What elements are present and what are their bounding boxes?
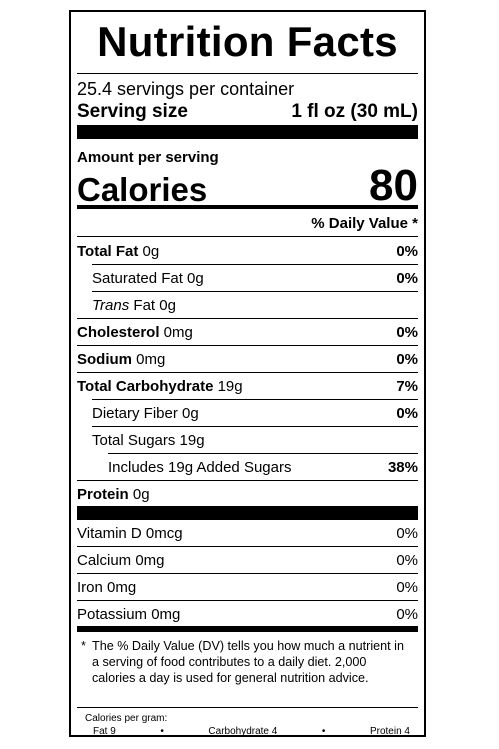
divider — [77, 372, 418, 373]
calories-value: 80 — [369, 161, 418, 210]
nutrient-row-dietary-fiber: Dietary Fiber 0g 0% — [77, 400, 418, 426]
nutrient-row-protein: Protein 0g — [77, 481, 418, 507]
divider — [77, 600, 418, 601]
divider — [92, 426, 418, 427]
divider — [108, 453, 418, 454]
divider — [77, 707, 418, 708]
serving-size-row: Serving size 1 fl oz (30 mL) — [77, 101, 418, 123]
label-title: Nutrition Facts — [97, 18, 398, 65]
footnote-text: The % Daily Value (DV) tells you how muc… — [92, 639, 404, 685]
calories-per-gram-label: Calories per gram: — [85, 713, 168, 724]
divider — [77, 546, 418, 547]
nutrition-facts-label: Nutrition Facts 25.4 servings per contai… — [69, 10, 426, 737]
label-content: Nutrition Facts 25.4 servings per contai… — [77, 12, 418, 737]
nutrient-row-total-carbohydrate: Total Carbohydrate 19g 7% — [77, 373, 418, 399]
nutrient-name: Total Sugars 19g — [92, 431, 205, 449]
thick-divider — [77, 125, 418, 139]
vitamin-row-iron: Iron 0mg 0% — [77, 574, 418, 600]
divider — [77, 480, 418, 481]
divider — [77, 236, 418, 237]
vitamin-name: Potassium 0mg — [77, 605, 181, 623]
cpg-carbohydrate: Carbohydrate 4 — [208, 726, 278, 737]
nutrient-row-trans-fat: Trans Fat 0g — [77, 292, 418, 318]
nutrient-name: Dietary Fiber 0g — [92, 404, 199, 422]
nutrient-dv: 0% — [396, 242, 418, 260]
vitamin-dv: 0% — [396, 605, 418, 623]
nutrient-name: Includes 19g Added Sugars — [108, 458, 292, 476]
cpg-fat: Fat 9 — [93, 726, 116, 737]
cpg-bullet: • — [160, 726, 164, 737]
divider — [77, 573, 418, 574]
calories-per-gram-row: Fat 9 • Carbohydrate 4 • Protein 4 — [93, 726, 410, 737]
vitamin-name: Vitamin D 0mcg — [77, 524, 183, 542]
serving-size-value: 1 fl oz (30 mL) — [291, 101, 418, 122]
daily-value-footnote: * The % Daily Value (DV) tells you how m… — [81, 638, 412, 686]
daily-value-header: % Daily Value * — [311, 215, 418, 232]
medium-divider — [77, 205, 418, 209]
vitamin-dv: 0% — [396, 524, 418, 542]
divider — [77, 73, 418, 74]
calories-label: Calories — [77, 171, 208, 208]
nutrient-row-total-fat: Total Fat 0g 0% — [77, 238, 418, 264]
nutrient-row-saturated-fat: Saturated Fat 0g 0% — [77, 265, 418, 291]
divider — [77, 345, 418, 346]
nutrient-row-total-sugars: Total Sugars 19g — [77, 427, 418, 453]
calories-row: Calories 80 — [77, 162, 418, 210]
nutrient-dv: 0% — [396, 350, 418, 368]
vitamin-name: Iron 0mg — [77, 578, 137, 596]
footnote-star: * — [81, 639, 86, 653]
vitamin-row-calcium: Calcium 0mg 0% — [77, 547, 418, 573]
nutrient-name: Trans Fat 0g — [92, 296, 176, 314]
medium-divider — [77, 626, 418, 632]
divider — [77, 318, 418, 319]
vitamin-name: Calcium 0mg — [77, 551, 165, 569]
nutrient-row-sodium: Sodium 0mg 0% — [77, 346, 418, 372]
nutrient-name: Total Carbohydrate 19g — [77, 377, 243, 395]
divider — [92, 264, 418, 265]
nutrient-dv: 0% — [396, 323, 418, 341]
nutrient-name: Sodium 0mg — [77, 350, 166, 368]
nutrient-name: Cholesterol 0mg — [77, 323, 193, 341]
nutrient-dv: 0% — [396, 404, 418, 422]
vitamin-dv: 0% — [396, 551, 418, 569]
thick-divider — [77, 506, 418, 520]
nutrient-name: Protein 0g — [77, 485, 150, 503]
nutrient-dv: 38% — [387, 458, 418, 476]
nutrient-name: Saturated Fat 0g — [92, 269, 204, 287]
nutrient-row-added-sugars: Includes 19g Added Sugars 38% — [77, 454, 418, 480]
nutrient-name: Total Fat 0g — [77, 242, 160, 260]
divider — [92, 399, 418, 400]
vitamin-row-vitamin-d: Vitamin D 0mcg 0% — [77, 520, 418, 546]
nutrient-row-cholesterol: Cholesterol 0mg 0% — [77, 319, 418, 345]
divider — [92, 291, 418, 292]
cpg-protein: Protein 4 — [369, 726, 410, 737]
nutrient-dv: 7% — [396, 377, 418, 395]
serving-size-label: Serving size — [77, 101, 188, 122]
cpg-bullet: • — [321, 726, 326, 737]
nutrient-dv: 0% — [396, 269, 418, 287]
vitamin-row-potassium: Potassium 0mg 0% — [77, 601, 418, 627]
amount-per-serving: Amount per serving — [77, 149, 219, 166]
vitamin-dv: 0% — [396, 578, 418, 596]
servings-per-container: 25.4 servings per container — [77, 79, 295, 99]
